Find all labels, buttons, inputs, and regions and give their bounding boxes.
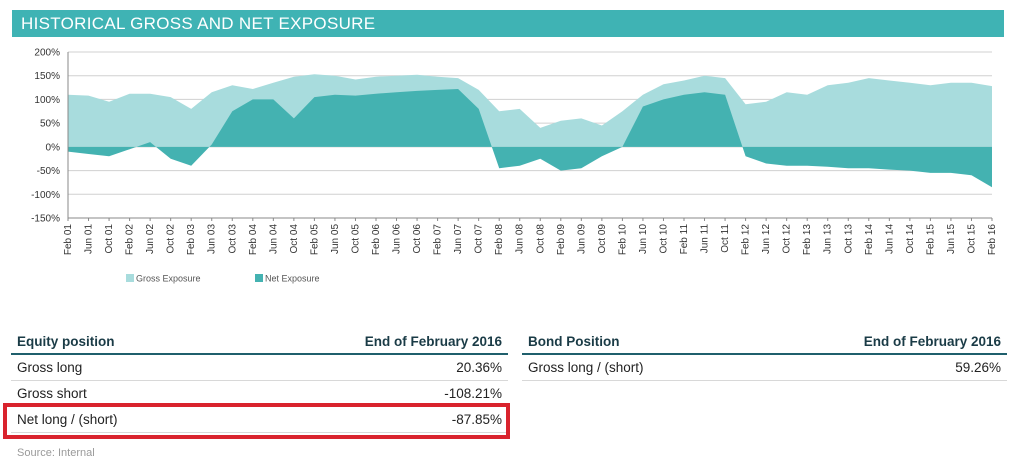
bond-header-label: Bond Position bbox=[528, 334, 620, 349]
x-tick-label: Oct 11 bbox=[720, 224, 731, 253]
chart-title-banner: HISTORICAL GROSS AND NET EXPOSURE bbox=[12, 10, 1004, 37]
x-tick-label: Feb 04 bbox=[248, 224, 259, 256]
chart-title: HISTORICAL GROSS AND NET EXPOSURE bbox=[21, 14, 376, 33]
y-tick-label: 0% bbox=[46, 142, 61, 153]
x-tick-label: Feb 10 bbox=[617, 224, 628, 256]
y-tick-label: 100% bbox=[34, 95, 60, 106]
x-tick-label: Feb 15 bbox=[925, 224, 936, 256]
row-value: 20.36% bbox=[456, 360, 502, 375]
x-tick-label: Jun 09 bbox=[576, 224, 587, 254]
x-tick-label: Oct 04 bbox=[289, 224, 300, 254]
legend-label: Gross Exposure bbox=[136, 274, 201, 284]
equity-header-column: End of February 2016 bbox=[364, 334, 502, 349]
x-tick-label: Feb 08 bbox=[494, 224, 505, 256]
legend-swatch bbox=[255, 274, 263, 282]
x-tick-label: Jun 13 bbox=[823, 224, 834, 254]
table-row: Gross long 20.36% bbox=[11, 355, 508, 381]
x-tick-label: Oct 03 bbox=[227, 224, 238, 254]
exposure-area-chart: 200% 150% 100% 50% 0% -50% -100% -150%Feb 01 Jun… bbox=[31, 48, 998, 284]
x-tick-label: Feb 07 bbox=[433, 224, 444, 256]
legend-label: Net Exposure bbox=[265, 274, 320, 284]
source-note: Source: Internal bbox=[17, 447, 95, 459]
y-tick-label: -50% bbox=[37, 166, 60, 177]
bond-position-table: Bond Position End of February 2016 Gross… bbox=[522, 330, 1007, 381]
row-label: Gross short bbox=[17, 386, 87, 401]
equity-table-header: Equity position End of February 2016 bbox=[11, 330, 508, 355]
x-tick-label: Jun 10 bbox=[638, 224, 649, 254]
x-tick-label: Jun 14 bbox=[884, 224, 895, 254]
bond-header-column: End of February 2016 bbox=[863, 334, 1001, 349]
x-tick-label: Oct 08 bbox=[535, 224, 546, 254]
x-tick-label: Oct 07 bbox=[474, 224, 485, 254]
x-tick-label: Oct 06 bbox=[412, 224, 423, 254]
x-tick-label: Oct 05 bbox=[351, 224, 362, 254]
y-tick-label: -150% bbox=[31, 214, 60, 225]
area-gross-exposure bbox=[68, 74, 992, 147]
row-label: Gross long bbox=[17, 360, 83, 375]
x-tick-label: Feb 09 bbox=[556, 224, 567, 256]
row-value: 59.26% bbox=[955, 360, 1001, 375]
x-tick-label: Jun 03 bbox=[207, 224, 218, 254]
table-row: Gross long / (short) 59.26% bbox=[522, 355, 1007, 381]
row-value: -87.85% bbox=[451, 412, 502, 427]
x-tick-label: Oct 09 bbox=[597, 224, 608, 254]
x-tick-label: Feb 02 bbox=[125, 224, 136, 256]
x-tick-label: Jun 01 bbox=[84, 224, 95, 254]
equity-header-label: Equity position bbox=[17, 334, 115, 349]
y-tick-label: -100% bbox=[31, 190, 60, 201]
x-tick-label: Feb 12 bbox=[741, 224, 752, 256]
y-tick-label: 200% bbox=[34, 48, 60, 59]
x-tick-label: Oct 14 bbox=[905, 224, 916, 254]
x-tick-label: Jun 15 bbox=[946, 224, 957, 254]
x-tick-label: Oct 01 bbox=[104, 224, 115, 254]
y-tick-label: 50% bbox=[40, 119, 60, 130]
x-tick-label: Oct 02 bbox=[166, 224, 177, 254]
x-tick-label: Jun 07 bbox=[453, 224, 464, 254]
table-row: Net long / (short) -87.85% bbox=[11, 407, 508, 433]
x-tick-label: Feb 14 bbox=[864, 224, 875, 256]
x-tick-label: Oct 15 bbox=[967, 224, 978, 254]
row-label: Net long / (short) bbox=[17, 412, 118, 427]
x-tick-label: Oct 10 bbox=[659, 224, 670, 254]
bond-table-header: Bond Position End of February 2016 bbox=[522, 330, 1007, 355]
area-net-exposure bbox=[68, 89, 992, 188]
x-tick-label: Jun 08 bbox=[515, 224, 526, 254]
x-tick-label: Jun 12 bbox=[761, 224, 772, 254]
x-tick-label: Feb 01 bbox=[63, 224, 74, 256]
x-tick-label: Feb 11 bbox=[679, 224, 690, 255]
x-tick-label: Jun 06 bbox=[392, 224, 403, 254]
x-tick-label: Jun 04 bbox=[268, 224, 279, 254]
x-tick-label: Feb 03 bbox=[186, 224, 197, 256]
row-value: -108.21% bbox=[444, 386, 502, 401]
x-tick-label: Oct 12 bbox=[782, 224, 793, 254]
y-tick-label: 150% bbox=[34, 71, 60, 82]
row-label: Gross long / (short) bbox=[528, 360, 644, 375]
x-tick-label: Oct 13 bbox=[843, 224, 854, 254]
legend-swatch bbox=[126, 274, 134, 282]
net-position-highlight-box bbox=[3, 403, 510, 439]
x-tick-label: Feb 05 bbox=[309, 224, 320, 256]
x-tick-label: Jun 02 bbox=[145, 224, 156, 254]
x-tick-label: Feb 06 bbox=[371, 224, 382, 256]
x-tick-label: Feb 13 bbox=[802, 224, 813, 256]
x-tick-label: Jun 05 bbox=[330, 224, 341, 254]
x-tick-label: Jun 11 bbox=[700, 224, 711, 254]
x-tick-label: Feb 16 bbox=[987, 224, 998, 256]
